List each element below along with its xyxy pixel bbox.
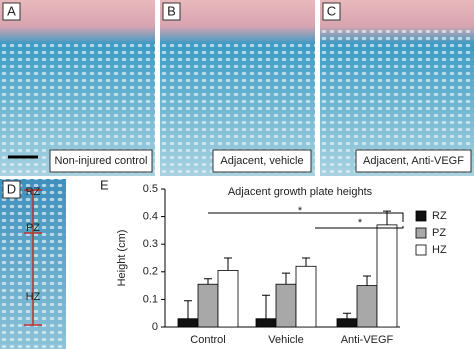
error-bar	[204, 278, 212, 285]
y-axis-label: Height (cm)	[116, 230, 128, 287]
bar	[255, 318, 277, 328]
significance-bracket	[208, 212, 404, 222]
zone-label: RZ	[26, 186, 41, 198]
panel-a: A Non-injured control	[0, 0, 155, 176]
panel-c: C Adjacent, Anti-VEGF	[320, 0, 474, 176]
significance-star: *	[298, 205, 303, 217]
panel-label: A	[7, 3, 16, 18]
bar	[336, 318, 358, 328]
legend-label: RZ	[432, 210, 447, 222]
panel-label: E	[100, 177, 109, 192]
panel-caption: Adjacent, vehicle	[220, 155, 303, 167]
panel-b: B Adjacent, vehicle	[160, 0, 315, 176]
error-bar	[302, 257, 310, 267]
x-tick-label: Vehicle	[268, 334, 303, 346]
panel-label: B	[167, 3, 176, 18]
bar	[275, 283, 297, 328]
panel-label: C	[327, 3, 336, 18]
bar	[376, 224, 398, 328]
error-bar	[343, 312, 351, 319]
zone-label: PZ	[26, 222, 40, 234]
bar	[177, 318, 199, 328]
panel-caption: Adjacent, Anti-VEGF	[363, 155, 464, 167]
x-tick-label: Anti-VEGF	[341, 334, 394, 346]
error-bar	[262, 294, 270, 319]
legend-label: PZ	[432, 227, 446, 239]
panel-d: D RZ PZ HZ	[0, 179, 66, 349]
bar	[217, 270, 239, 328]
panel-label: D	[7, 181, 16, 196]
significance-bracket	[315, 226, 404, 229]
y-tick-label: 0.2	[143, 266, 158, 278]
error-bar	[282, 272, 290, 285]
error-bar	[363, 275, 371, 286]
chart-title: Adjacent growth plate heights	[228, 186, 373, 198]
significance-star: *	[358, 217, 363, 229]
legend-swatch	[415, 244, 427, 256]
chart: 0 0.1 0.2 0.3 0.4 0.5 Control Vehicle Anti-VEGF *…	[143, 183, 447, 346]
legend-swatch	[415, 210, 427, 222]
bar	[295, 265, 317, 328]
legend-label: HZ	[432, 244, 447, 256]
legend-swatch	[415, 227, 427, 239]
y-tick-label: 0	[152, 321, 158, 333]
bar	[197, 283, 219, 328]
error-bar	[184, 300, 192, 319]
bar	[356, 285, 378, 328]
x-tick-label: Control	[190, 334, 225, 346]
zone-label: HZ	[26, 291, 41, 303]
y-tick-label: 0.4	[143, 211, 158, 223]
y-tick-label: 0.1	[143, 293, 158, 305]
panel-caption: Non-injured control	[55, 155, 148, 167]
error-bar	[224, 257, 232, 271]
y-tick-label: 0.3	[143, 238, 158, 250]
y-tick-label: 0.5	[143, 183, 158, 195]
